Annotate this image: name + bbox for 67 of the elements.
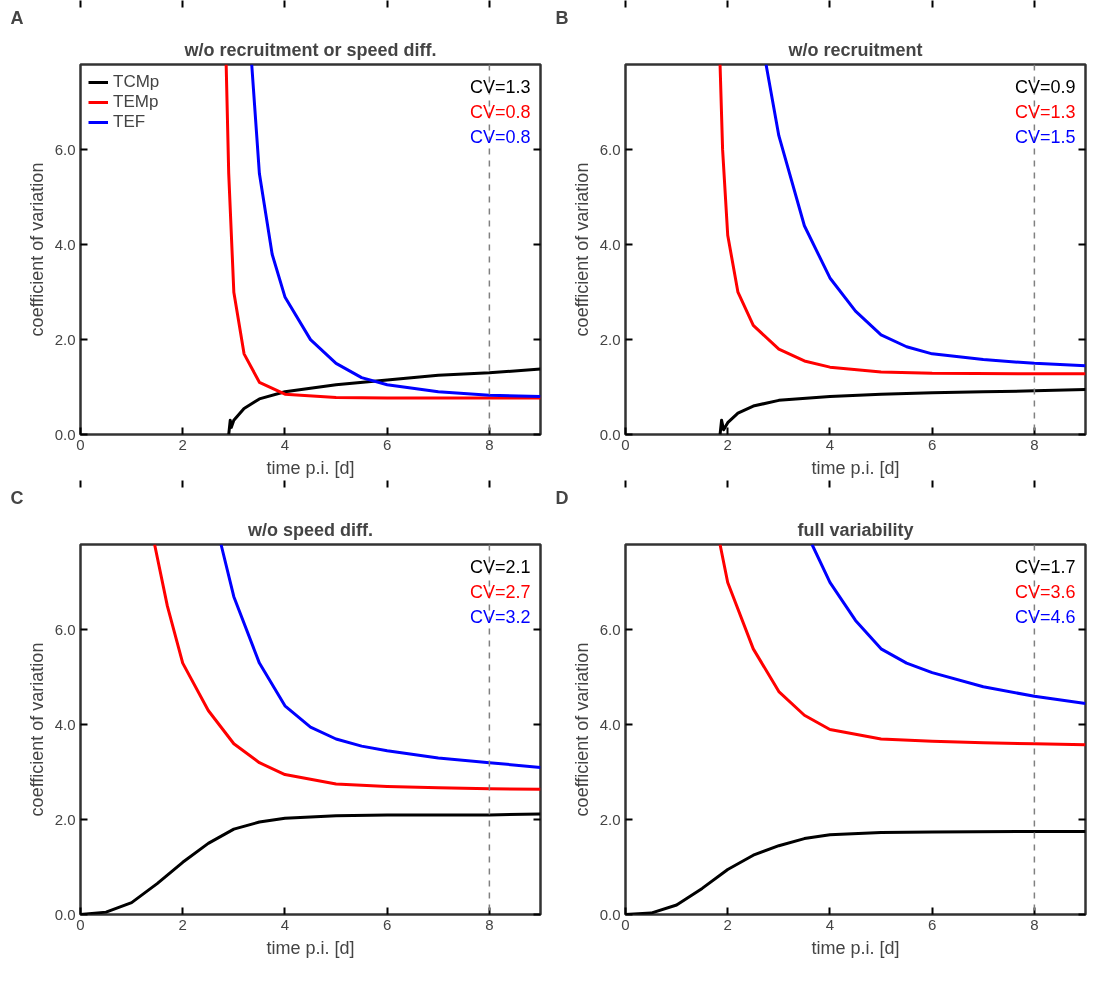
y-axis-title: coefficient of variation bbox=[26, 162, 47, 337]
y-tick-label: 4.0 bbox=[599, 235, 621, 253]
x-tick-label: 8 bbox=[1030, 435, 1039, 453]
annotation: CV=4.6 bbox=[1014, 606, 1076, 627]
annotation: CV=3.6 bbox=[1014, 581, 1076, 602]
legend-label: TCMp bbox=[113, 72, 160, 92]
x-tick-label: 0 bbox=[621, 435, 630, 453]
annotation: CV=1.5 bbox=[1014, 126, 1076, 147]
legend-label: TEF bbox=[113, 112, 146, 132]
x-tick-label: 6 bbox=[383, 435, 392, 453]
x-tick-label: 8 bbox=[485, 435, 494, 453]
x-tick-label: 4 bbox=[280, 915, 290, 933]
y-tick-label: 0.0 bbox=[54, 905, 76, 923]
x-tick-label: 4 bbox=[825, 435, 835, 453]
y-tick-label: 6.0 bbox=[54, 140, 76, 158]
y-axis-title: coefficient of variation bbox=[571, 162, 592, 337]
x-tick-label: 6 bbox=[383, 915, 392, 933]
y-axis-title: coefficient of variation bbox=[26, 642, 47, 817]
annotation: CV=1.3 bbox=[469, 76, 531, 97]
x-tick-label: 2 bbox=[723, 435, 732, 453]
y-tick-label: 2.0 bbox=[54, 810, 76, 828]
annotation: CV=0.9 bbox=[1014, 76, 1076, 97]
x-axis-title: time p.i. [d] bbox=[266, 937, 355, 958]
y-tick-label: 0.0 bbox=[54, 425, 76, 443]
x-tick-label: 8 bbox=[485, 915, 494, 933]
y-tick-label: 0.0 bbox=[599, 425, 621, 443]
x-axis-title: time p.i. [d] bbox=[811, 457, 900, 478]
x-tick-label: 0 bbox=[76, 915, 85, 933]
x-tick-label: 6 bbox=[928, 915, 937, 933]
y-axis-title: coefficient of variation bbox=[571, 642, 592, 817]
x-tick-label: 8 bbox=[1030, 915, 1039, 933]
annotation: CV=0.8 bbox=[469, 126, 531, 147]
annotation: CV=1.7 bbox=[1014, 556, 1076, 577]
chart-title: w/o recruitment bbox=[787, 39, 923, 60]
y-tick-label: 6.0 bbox=[54, 620, 76, 638]
legend-label: TEMp bbox=[113, 92, 159, 112]
text: D bbox=[555, 487, 569, 508]
chart-title: w/o speed diff. bbox=[247, 519, 374, 540]
annotation: CV=3.2 bbox=[469, 606, 531, 627]
chart-title: full variability bbox=[797, 519, 914, 540]
x-tick-label: 0 bbox=[76, 435, 85, 453]
x-tick-label: 2 bbox=[178, 435, 187, 453]
annotation: CV=2.1 bbox=[469, 556, 531, 577]
y-tick-label: 0.0 bbox=[599, 905, 621, 923]
annotation: CV=1.3 bbox=[1014, 101, 1076, 122]
x-tick-label: 4 bbox=[825, 915, 835, 933]
x-axis-title: time p.i. [d] bbox=[811, 937, 900, 958]
x-tick-label: 6 bbox=[928, 435, 937, 453]
x-axis-title: time p.i. [d] bbox=[266, 457, 355, 478]
x-tick-label: 4 bbox=[280, 435, 290, 453]
x-tick-label: 2 bbox=[178, 915, 187, 933]
text: C bbox=[10, 487, 24, 508]
y-tick-label: 2.0 bbox=[54, 330, 76, 348]
text: A bbox=[10, 7, 24, 28]
x-tick-label: 2 bbox=[723, 915, 732, 933]
y-tick-label: 6.0 bbox=[599, 140, 621, 158]
y-tick-label: 6.0 bbox=[599, 620, 621, 638]
text: B bbox=[555, 7, 569, 28]
y-tick-label: 4.0 bbox=[599, 715, 621, 733]
y-tick-label: 4.0 bbox=[54, 715, 76, 733]
annotation: CV=2.7 bbox=[469, 581, 531, 602]
annotation: CV=0.8 bbox=[469, 101, 531, 122]
y-tick-label: 4.0 bbox=[54, 235, 76, 253]
x-tick-label: 0 bbox=[621, 915, 630, 933]
y-tick-label: 2.0 bbox=[599, 810, 621, 828]
chart-title: w/o recruitment or speed diff. bbox=[183, 39, 437, 60]
y-tick-label: 2.0 bbox=[599, 330, 621, 348]
